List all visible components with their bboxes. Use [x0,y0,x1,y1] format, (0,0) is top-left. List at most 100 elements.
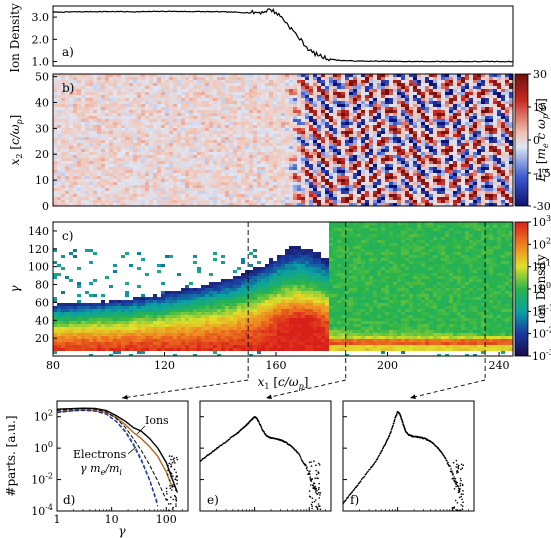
heatmap-cell [493,152,497,155]
heatmap-cell [89,98,93,101]
heatmap-cell [129,104,133,107]
heatmap-cell [289,170,293,173]
heatmap-cell [489,98,493,101]
heatmap-cell [69,167,73,170]
heatmap-cell [473,89,477,92]
heatmap-cell [109,164,113,167]
heatmap-cell [449,191,453,194]
heatmap-cell [117,125,121,128]
heatmap-cell [177,92,181,95]
heatmap-cell [161,83,165,86]
heatmap-cell [189,155,193,158]
heatmap-cell [161,167,165,170]
heatmap-cell [61,83,65,86]
heatmap-cell [441,80,445,83]
heatmap-cell [373,104,377,107]
heatmap-cell [277,104,281,107]
heatmap-cell [57,152,61,155]
heatmap-cell [325,161,329,164]
heatmap-cell [157,200,161,203]
heatmap-cell [277,176,281,179]
heatmap-cell [281,95,285,98]
heatmap-cell [233,152,237,155]
heatmap-cell [425,158,429,161]
heatmap-cell [277,143,281,146]
heatmap-cell [257,86,261,89]
heatmap-cell [145,89,149,92]
heatmap-cell [433,101,437,104]
heatmap-cell [357,134,361,137]
heatmap-cell [265,92,269,95]
heatmap-cell [409,77,413,80]
heatmap-cell [305,185,309,188]
heatmap-cell [177,98,181,101]
heatmap-cell [185,182,189,185]
heatmap-cell [85,185,89,188]
heatmap-cell [397,146,401,149]
heatmap-cell [453,164,457,167]
heatmap-cell [269,146,273,149]
heatmap-cell [245,95,249,98]
heatmap-cell [349,170,353,173]
heatmap-cell [193,173,197,176]
heatmap-cell [273,170,277,173]
heatmap-cell [289,143,293,146]
heatmap-cell [57,104,61,107]
heatmap-cell [205,107,209,110]
heatmap-cell [77,152,81,155]
heatmap-cell [305,131,309,134]
heatmap-cell [77,104,81,107]
heatmap-cell [457,98,461,101]
heatmap-cell [105,74,109,77]
heatmap-cell [245,182,249,185]
heatmap-cell [469,203,473,206]
heatmap-cell [461,128,465,131]
heatmap-cell [145,80,149,83]
heatmap-cell [221,152,225,155]
heatmap-cell [481,119,485,122]
heatmap-cell [313,83,317,86]
heatmap-cell [161,104,165,107]
heatmap-cell [225,152,229,155]
heatmap-cell [457,134,461,137]
heatmap-cell [253,83,257,86]
heatmap-cell [489,83,493,86]
heatmap-cell [233,95,237,98]
heatmap-cell [317,122,321,125]
heatmap-cell [149,137,153,140]
heatmap-cell [169,122,173,125]
heatmap-cell [85,119,89,122]
heatmap-cell [401,194,405,197]
heatmap-cell [77,116,81,119]
heatmap-cell [193,131,197,134]
heatmap-cell [165,191,169,194]
heatmap-cell [361,119,365,122]
heatmap-cell [81,92,85,95]
heatmap-cell [117,122,121,125]
heatmap-cell [193,137,197,140]
heatmap-cell [465,101,469,104]
heatmap-cell [337,92,341,95]
heatmap-cell [193,122,197,125]
heatmap-cell [61,197,65,200]
panel-a-yticks: 1.02.03.0 [32,11,57,69]
heatmap-cell [201,116,205,119]
heatmap-cell [125,113,129,116]
heatmap-cell [89,74,93,77]
heatmap-cell [485,131,489,134]
heatmap-cell [353,122,357,125]
heatmap-cell [105,173,109,176]
heatmap-cell [305,113,309,116]
heatmap-cell [417,101,421,104]
heatmap-cell [313,110,317,113]
heatmap-cell [289,185,293,188]
heatmap-cell [437,86,441,89]
heatmap-cell [125,152,129,155]
heatmap-cell [117,158,121,161]
heatmap-cell [341,122,345,125]
heatmap-cell [429,173,433,176]
heatmap-cell [233,179,237,182]
heatmap-cell [401,86,405,89]
heatmap-cell [261,167,265,170]
heatmap-cell [305,152,309,155]
